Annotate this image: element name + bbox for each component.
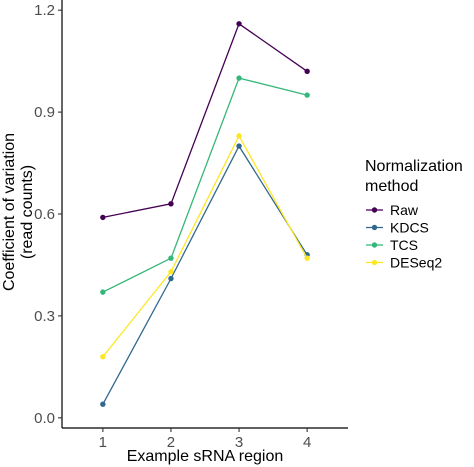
y-tick-label: 0.0	[34, 410, 55, 427]
data-point-tcs	[100, 289, 106, 295]
series-deseq2	[100, 133, 310, 360]
y-tick-label: 1.2	[34, 2, 55, 19]
x-tick-label: 4	[303, 434, 311, 451]
legend-label: DESeq2	[390, 255, 442, 271]
legend-item-deseq2: DESeq2	[366, 255, 442, 271]
series-tcs	[100, 75, 310, 295]
legend-item-raw: Raw	[366, 202, 419, 218]
series-line-deseq2	[102, 134, 308, 358]
data-point-kdcs	[168, 275, 174, 282]
data-point-raw	[168, 201, 174, 207]
legend-title-line-2: method	[365, 178, 418, 195]
data-point-kdcs	[100, 401, 106, 407]
legend-key-point	[371, 242, 378, 248]
legend-label: Raw	[390, 202, 419, 218]
data-point-tcs	[236, 75, 242, 81]
legend-item-tcs: TCS	[366, 237, 418, 253]
data-point-kdcs	[236, 143, 242, 149]
legend-key-point	[371, 207, 378, 213]
axes	[61, 0, 348, 429]
data-point-deseq2	[100, 353, 106, 360]
series-line-raw	[102, 22, 308, 219]
series-raw	[100, 21, 310, 221]
legend-title-line-1: Normalization	[365, 158, 463, 175]
data-point-raw	[100, 214, 106, 221]
y-tick-label: 0.6	[34, 206, 55, 223]
legend-key-point	[371, 224, 378, 231]
y-axis-title-line-1: Coefficient of variation	[1, 133, 18, 291]
series-line-kdcs	[102, 144, 308, 405]
y-axis-title: Coefficient of variation (read counts)	[1, 133, 36, 291]
series-layer	[100, 21, 310, 407]
legend-label: KDCS	[390, 220, 429, 236]
data-point-raw	[304, 68, 310, 75]
legend-label: TCS	[390, 237, 418, 253]
y-axis-title-line-2: (read counts)	[19, 165, 36, 259]
x-axis-title: Example sRNA region	[127, 448, 284, 465]
series-line-tcs	[102, 77, 308, 293]
legend-item-kdcs: KDCS	[366, 220, 429, 236]
data-point-raw	[236, 21, 242, 27]
data-point-deseq2	[236, 133, 242, 139]
y-tick-label: 0.3	[34, 308, 55, 325]
series-kdcs	[100, 143, 310, 407]
data-point-deseq2	[304, 255, 310, 261]
data-point-deseq2	[168, 269, 174, 275]
y-tick-label: 0.9	[34, 104, 55, 121]
x-tick-label: 1	[99, 434, 107, 451]
y-ticks: 0.0 0.3 0.6 0.9 1.2	[34, 2, 62, 427]
x-ticks: 1 2 3 4	[99, 428, 311, 451]
x-tick-label: 3	[235, 434, 243, 451]
data-point-tcs	[304, 92, 310, 98]
data-point-tcs	[168, 255, 174, 261]
x-tick-label: 2	[167, 434, 175, 451]
legend-key-point	[371, 259, 378, 266]
